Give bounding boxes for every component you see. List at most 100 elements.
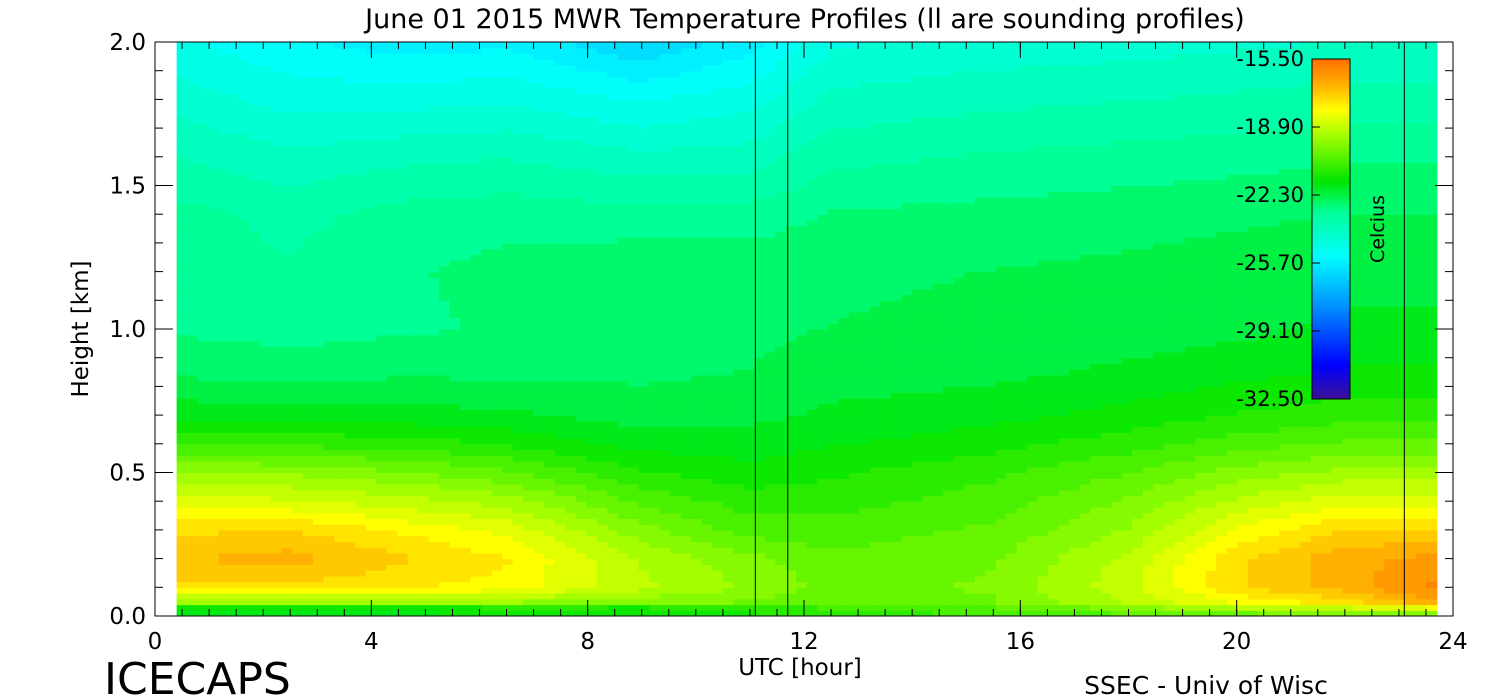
heatmap-cell [397,139,409,146]
heatmap-cell [344,564,356,571]
heatmap-cell [229,202,241,210]
heatmap-cell [281,357,293,365]
heatmap-cell [680,466,692,474]
heatmap-cell [418,340,430,347]
heatmap-cell [302,248,314,255]
heatmap-cell [365,277,377,284]
heatmap-cell [187,581,199,588]
heatmap-cell [218,242,230,250]
heatmap-cell [187,374,199,382]
heatmap-cell [271,53,283,60]
heatmap-cell [176,420,188,428]
heatmap-cell [554,529,566,537]
heatmap-cell [691,564,703,571]
heatmap-cell [334,139,346,146]
heatmap-cell [229,306,241,313]
heatmap-cell [481,99,493,106]
heatmap-cell [491,346,503,353]
heatmap-cell [512,420,524,428]
heatmap-cell [407,242,419,250]
heatmap-cell [607,420,619,428]
heatmap-cell [407,237,419,244]
heatmap-cell [586,472,598,479]
heatmap-cell [670,541,682,548]
heatmap-cell [365,242,377,250]
heatmap-cell [649,461,661,468]
heatmap-cell [334,489,346,497]
heatmap-cell [533,151,545,158]
heatmap-cell [512,47,524,55]
heatmap-cell [607,455,619,462]
heatmap-cell [271,128,283,135]
heatmap-cell [260,392,272,399]
heatmap-cell [596,604,608,611]
heatmap-cell [659,598,671,606]
heatmap-cell [470,208,482,215]
heatmap-cell [197,483,209,491]
heatmap-cell [355,334,367,342]
heatmap-cell [197,598,209,606]
heatmap-cell [187,70,199,78]
heatmap-cell [355,288,367,296]
heatmap-cell [638,265,650,273]
heatmap-cell [344,162,356,169]
heatmap-cell [176,283,188,290]
heatmap-cell [376,329,388,336]
heatmap-cell [491,254,503,261]
heatmap-cell [491,300,503,307]
heatmap-cell [691,260,703,267]
heatmap-cell [670,317,682,324]
heatmap-cell [659,87,671,95]
heatmap-cell [292,415,304,422]
heatmap-cell [302,357,314,365]
heatmap-cell [187,248,199,255]
heatmap-cell [281,518,293,525]
heatmap-cell [176,47,188,55]
heatmap-cell [575,260,587,267]
heatmap-cell [292,461,304,468]
heatmap-cell [439,524,451,531]
heatmap-cell [281,392,293,399]
heatmap-cell [376,237,388,244]
heatmap-cell [281,139,293,146]
heatmap-cell [596,260,608,267]
heatmap-cell [481,420,493,428]
heatmap-cell [407,587,419,594]
heatmap-cell [323,369,335,376]
heatmap-cell [208,93,220,100]
heatmap-cell [470,443,482,451]
heatmap-cell [607,374,619,382]
heatmap-cell [460,604,472,611]
heatmap-cell [397,283,409,290]
heatmap-cell [449,547,461,554]
heatmap-cell [313,87,325,95]
heatmap-cell [533,214,545,221]
heatmap-cell [449,300,461,307]
heatmap-cell [439,265,451,273]
heatmap-cell [449,598,461,606]
heatmap-cell [586,489,598,497]
heatmap-cell [260,323,272,330]
heatmap-cell [197,392,209,399]
heatmap-cell [533,501,545,508]
heatmap-cell [586,478,598,485]
heatmap-cell [512,604,524,611]
heatmap-cell [470,202,482,210]
heatmap-cell [533,357,545,365]
heatmap-cell [596,346,608,353]
heatmap-cell [334,53,346,60]
heatmap-cell [460,237,472,244]
heatmap-cell [449,174,461,181]
heatmap-cell [607,575,619,583]
heatmap-cell [460,535,472,542]
heatmap-cell [460,145,472,152]
heatmap-cell [691,409,703,416]
heatmap-cell [355,392,367,399]
heatmap-cell [628,76,640,83]
heatmap-cell [575,271,587,278]
heatmap-cell [386,116,398,123]
heatmap-cell [313,277,325,284]
heatmap-cell [544,179,556,187]
heatmap-cell [670,191,682,198]
heatmap-cell [523,294,535,301]
